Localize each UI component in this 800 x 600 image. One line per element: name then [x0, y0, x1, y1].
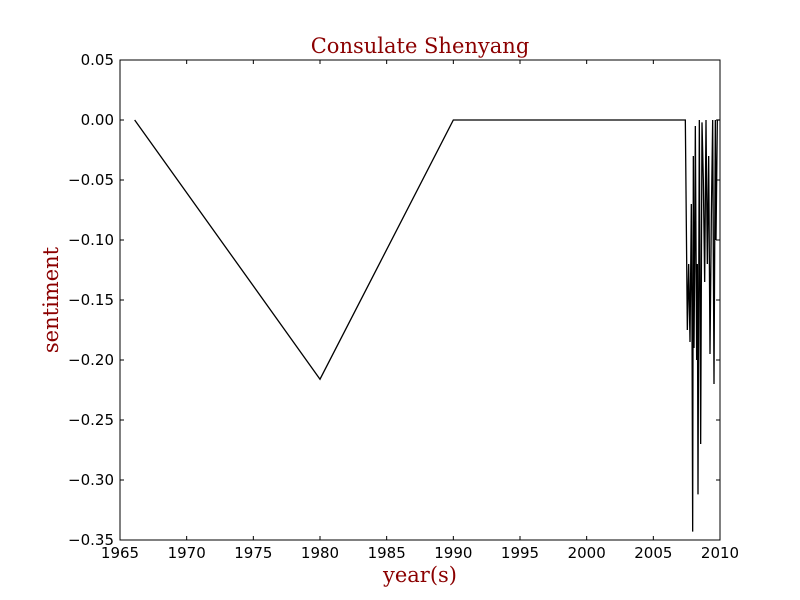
x-tick-label: 2010 — [701, 544, 739, 562]
chart-title: Consulate Shenyang — [311, 34, 530, 58]
x-tick-label: 1990 — [434, 544, 472, 562]
x-tick-label: 1965 — [101, 544, 139, 562]
x-axis-title: year(s) — [382, 563, 457, 587]
x-tick-label: 1975 — [234, 544, 272, 562]
x-tick-label: 1985 — [368, 544, 406, 562]
y-tick-label: 0.05 — [81, 51, 114, 69]
x-tick-label: 2005 — [634, 544, 672, 562]
y-tick-label: −0.05 — [68, 171, 114, 189]
y-tick-label: −0.30 — [68, 471, 114, 489]
y-tick-label: −0.20 — [68, 351, 114, 369]
axes-frame — [119, 59, 721, 541]
series-line — [134, 119, 720, 532]
y-tick-label: −0.10 — [68, 231, 114, 249]
x-tick-label: 2000 — [568, 544, 606, 562]
series-group — [134, 119, 720, 532]
y-axis-title: sentiment — [39, 246, 63, 353]
x-tick-label: 1980 — [301, 544, 339, 562]
plot-area-background — [120, 60, 720, 540]
y-tick-label: −0.35 — [68, 531, 114, 549]
y-tick-label: −0.15 — [68, 291, 114, 309]
y-tick-label: 0.00 — [81, 111, 114, 129]
ticks-group: 1965 1970 1975 1980 1985 1990 1995 2000 2005 2010… — [68, 51, 739, 562]
y-tick-label: −0.25 — [68, 411, 114, 429]
x-tick-label: 1995 — [501, 544, 539, 562]
x-tick-label: 1970 — [168, 544, 206, 562]
